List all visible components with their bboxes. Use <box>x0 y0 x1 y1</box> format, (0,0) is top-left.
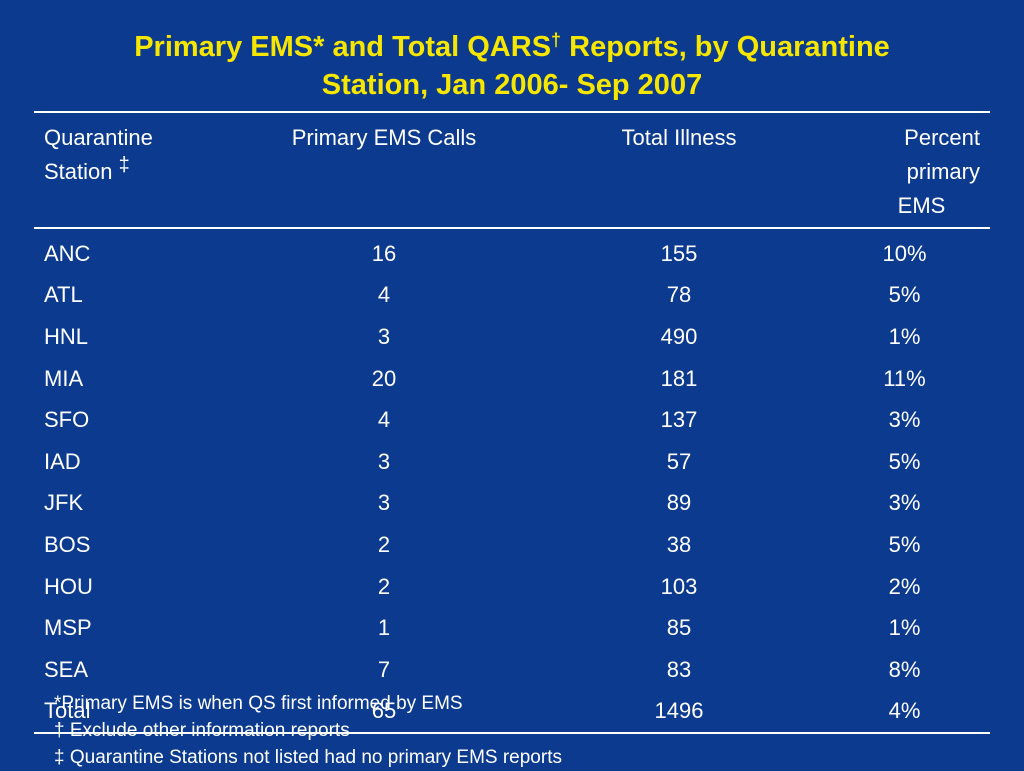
cell-ems-calls: 7 <box>377 656 391 682</box>
cell-ems-calls: 3 <box>377 323 391 349</box>
header-station: Quarantine Station ‡ <box>34 112 229 228</box>
cell-station: ATL <box>44 282 83 308</box>
cell-ems-calls: 16 <box>371 240 397 266</box>
cell-percent-ems: 11% <box>883 365 926 391</box>
cell-percent-ems: 1% <box>888 615 921 641</box>
cell-ems-calls: 4 <box>377 407 391 433</box>
table-row: MSP 1 85 1% <box>34 607 990 649</box>
header-pct-line2: EMS <box>897 193 946 218</box>
cell-total-illness: 155 <box>660 240 698 266</box>
cell-percent-ems: 2% <box>888 573 921 599</box>
cell-ems-calls: 4 <box>377 282 391 308</box>
cell-ems-calls: 2 <box>377 531 391 557</box>
header-total-illness: Total Illness <box>621 125 737 150</box>
table-row: HOU 2 103 2% <box>34 566 990 608</box>
cell-ems-calls: 3 <box>377 448 391 474</box>
cell-percent-ems: 3% <box>888 490 921 516</box>
cell-ems-calls: 1 <box>377 615 391 641</box>
slide-title: Primary EMS* and Total QARS† Reports, by… <box>40 28 984 104</box>
title-line-2: Station, Jan 2006- Sep 2007 <box>321 69 703 101</box>
cell-station: IAD <box>44 448 81 474</box>
table-row: ANC 16 155 10% <box>34 228 990 275</box>
footnotes: *Primary EMS is when QS first informed b… <box>54 690 562 771</box>
cell-total-illness: 57 <box>666 448 692 474</box>
cell-percent-ems: 3% <box>888 407 921 433</box>
header-station-line1: Quarantine <box>44 125 153 150</box>
table-row: IAD 3 57 5% <box>34 441 990 483</box>
cell-station: JFK <box>44 490 84 516</box>
cell-percent-ems: 5% <box>888 531 921 557</box>
table-row: HNL 3 490 1% <box>34 316 990 358</box>
cell-percent-ems: 5% <box>888 282 921 308</box>
cell-percent-ems: 4% <box>888 698 921 724</box>
title-text-a: Primary EMS* and Total QARS <box>134 31 552 63</box>
cell-percent-ems: 8% <box>888 656 921 682</box>
title-dagger-mark: † <box>551 30 562 50</box>
table-row: SEA 7 83 8% <box>34 649 990 691</box>
title-line-1: Primary EMS* and Total QARS† Reports, by… <box>40 28 984 66</box>
title-text-b: Reports, by Quarantine <box>561 31 890 63</box>
cell-station: MIA <box>44 365 84 391</box>
header-ems-calls: Primary EMS Calls <box>291 125 477 150</box>
cell-station: BOS <box>44 531 91 557</box>
cell-station: ANC <box>44 240 91 266</box>
cell-ems-calls: 3 <box>377 490 391 516</box>
cell-percent-ems: 10% <box>882 240 927 266</box>
table-row: JFK 3 89 3% <box>34 483 990 525</box>
cell-ems-calls: 20 <box>371 365 397 391</box>
cell-total-illness: 38 <box>666 531 692 557</box>
cell-total-illness: 83 <box>666 656 692 682</box>
ems-table: Quarantine Station ‡ Primary EMS Calls T… <box>34 111 990 734</box>
header-row: Quarantine Station ‡ Primary EMS Calls T… <box>34 112 990 228</box>
cell-ems-calls: 65 <box>371 698 397 724</box>
cell-station: MSP <box>44 615 92 641</box>
footnote-stations-not-listed: ‡ Quarantine Stations not listed had no … <box>54 747 562 768</box>
table-body: ANC 16 155 10% ATL 4 78 5% HNL 3 490 1% MIA 20 181 11% S… <box>34 228 990 734</box>
cell-percent-ems: 1% <box>888 323 921 349</box>
table-header: Quarantine Station ‡ Primary EMS Calls T… <box>34 112 990 228</box>
table-row: MIA 20 181 11% <box>34 358 990 400</box>
table-row: ATL 4 78 5% <box>34 275 990 317</box>
cell-station: Total <box>44 698 91 724</box>
header-station-mark: ‡ <box>118 154 130 176</box>
cell-total-illness: 1496 <box>654 698 704 724</box>
cell-station: HNL <box>44 323 89 349</box>
cell-total-illness: 85 <box>666 615 692 641</box>
cell-station: SFO <box>44 407 90 433</box>
cell-ems-calls: 2 <box>377 573 391 599</box>
total-row: Total 65 1496 4% <box>34 691 990 734</box>
cell-percent-ems: 5% <box>888 448 921 474</box>
table-row: BOS 2 38 5% <box>34 524 990 566</box>
cell-total-illness: 490 <box>660 323 698 349</box>
header-station-line2: Station <box>44 159 113 184</box>
cell-total-illness: 89 <box>666 490 692 516</box>
cell-total-illness: 137 <box>660 407 698 433</box>
footnote-primary-ems: *Primary EMS is when QS first informed b… <box>54 693 463 714</box>
table-row: SFO 4 137 3% <box>34 399 990 441</box>
header-pct-line1: Percent primary <box>904 125 980 184</box>
header-percent-ems: Percent primary EMS <box>819 112 990 228</box>
cell-station: HOU <box>44 573 93 599</box>
cell-total-illness: 103 <box>660 573 698 599</box>
cell-total-illness: 181 <box>660 365 698 391</box>
cell-total-illness: 78 <box>666 282 692 308</box>
cell-station: SEA <box>44 656 89 682</box>
footnote-exclude-reports: † Exclude other information reports <box>54 720 350 741</box>
